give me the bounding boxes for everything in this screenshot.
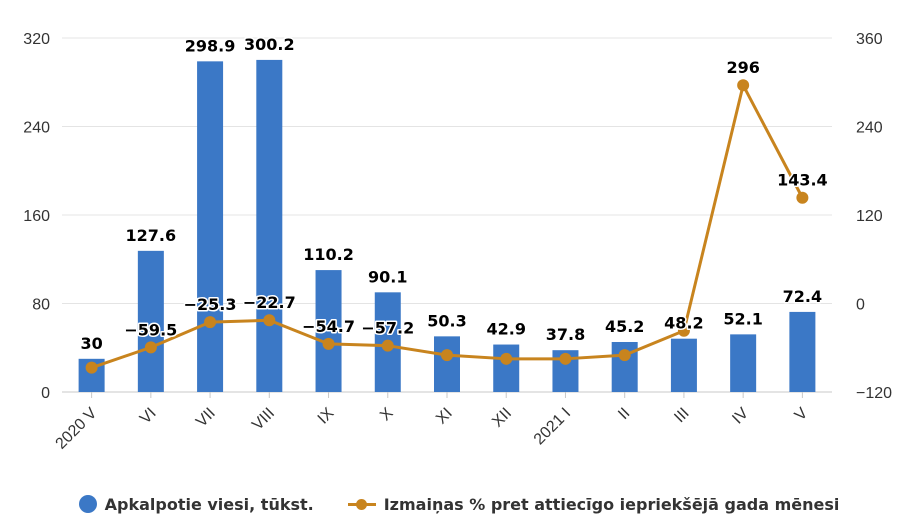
x-tick-label: III (671, 405, 692, 426)
bar-data-label: 52.1 (723, 309, 762, 328)
bar-data-label: 45.2 (605, 317, 644, 336)
x-tick-label: VIII (249, 405, 278, 434)
x-tick-label: VI (137, 405, 160, 428)
line-point (322, 337, 335, 350)
x-tick-label: 2021 I (531, 405, 574, 448)
line-point (204, 316, 217, 329)
bar (197, 61, 224, 393)
x-tick-label: IV (729, 405, 752, 428)
bar (434, 336, 460, 392)
y-left-tick-label: 240 (23, 120, 50, 137)
x-tick-label: XI (433, 405, 456, 428)
legend-bars-swatch (78, 495, 97, 513)
bar (256, 59, 283, 393)
line-point (618, 349, 631, 362)
combo-chart-plot: 30 127.6 298.9 300.2 110.2 90.1 50.3 42.9 37.8 45… (23, 31, 892, 453)
x-tick-label: V (792, 405, 812, 425)
y-left-tick-label: 160 (23, 208, 50, 225)
bar-data-label: 42.9 (486, 320, 525, 339)
bar (670, 338, 697, 392)
line-data-label: 296 (726, 58, 759, 77)
bar-data-label: 37.8 (546, 325, 585, 344)
bars (78, 59, 816, 393)
line-point (677, 324, 690, 337)
line-point (263, 314, 276, 327)
x-tick-label: IX (315, 405, 338, 428)
legend-line-swatch (347, 495, 376, 513)
bar-data-label: 50.3 (427, 311, 466, 330)
line-point (144, 341, 157, 354)
bar-data-label: 110.2 (303, 245, 354, 264)
bar-data-label: 90.1 (368, 267, 407, 286)
line-data-label: −57.2 (361, 319, 414, 338)
line-point (381, 339, 394, 352)
line-series (85, 79, 809, 374)
y-left-tick-label: 80 (32, 297, 50, 314)
bar-data-label: 72.4 (783, 287, 822, 306)
line-point (441, 349, 453, 362)
y-right-tick-label: 0 (856, 297, 865, 314)
line-data-label: −59.5 (124, 320, 177, 339)
legend-item-line[interactable]: Izmaiņas % pret attiecīgo iepriekšējā ga… (347, 494, 840, 514)
x-tick-label: II (615, 405, 633, 423)
x-tick-label: X (377, 405, 397, 425)
grid (62, 37, 832, 393)
line-data-label: −25.3 (184, 295, 237, 314)
line-point (85, 361, 98, 374)
bar (789, 311, 816, 392)
y-right-tick-label: −120 (856, 385, 892, 402)
bar (315, 270, 342, 392)
bar-data-label: 48.2 (664, 314, 703, 333)
line-data-label: 143.4 (777, 171, 828, 190)
legend: Apkalpotie viesi, tūkst. Izmaiņas % pret… (0, 488, 918, 520)
y-left-tick-label: 0 (41, 385, 50, 402)
bar-data-label: 300.2 (244, 35, 295, 54)
y-left-tick-label: 320 (23, 31, 50, 48)
y-right-tick-label: 240 (856, 120, 883, 137)
line-data-label: −54.7 (302, 317, 355, 336)
bar (730, 334, 757, 392)
x-tick-label: XII (489, 405, 515, 431)
x-tick-label: VII (193, 405, 219, 431)
bar (493, 344, 520, 392)
legend-item-bars[interactable]: Apkalpotie viesi, tūkst. (78, 494, 314, 514)
legend-line-label: Izmaiņas % pret attiecīgo iepriekšējā ga… (383, 494, 840, 514)
line-point (559, 352, 572, 365)
bar-data-label: 298.9 (185, 36, 236, 55)
data-labels: 30 127.6 298.9 300.2 110.2 90.1 50.3 42.9 37.8 45… (79, 33, 829, 354)
bar (137, 250, 164, 392)
line-point (737, 79, 750, 92)
bar-data-label: 30 (80, 334, 102, 353)
bar-data-label: 127.6 (126, 226, 177, 245)
y-right-tick-label: 360 (856, 31, 883, 48)
line-point (500, 352, 513, 365)
x-tick-label: 2020 V (53, 405, 101, 453)
line-point (796, 191, 809, 204)
y-right-tick-label: 120 (856, 208, 883, 225)
legend-bars-label: Apkalpotie viesi, tūkst. (104, 494, 314, 514)
line-data-label: −22.7 (243, 293, 296, 312)
